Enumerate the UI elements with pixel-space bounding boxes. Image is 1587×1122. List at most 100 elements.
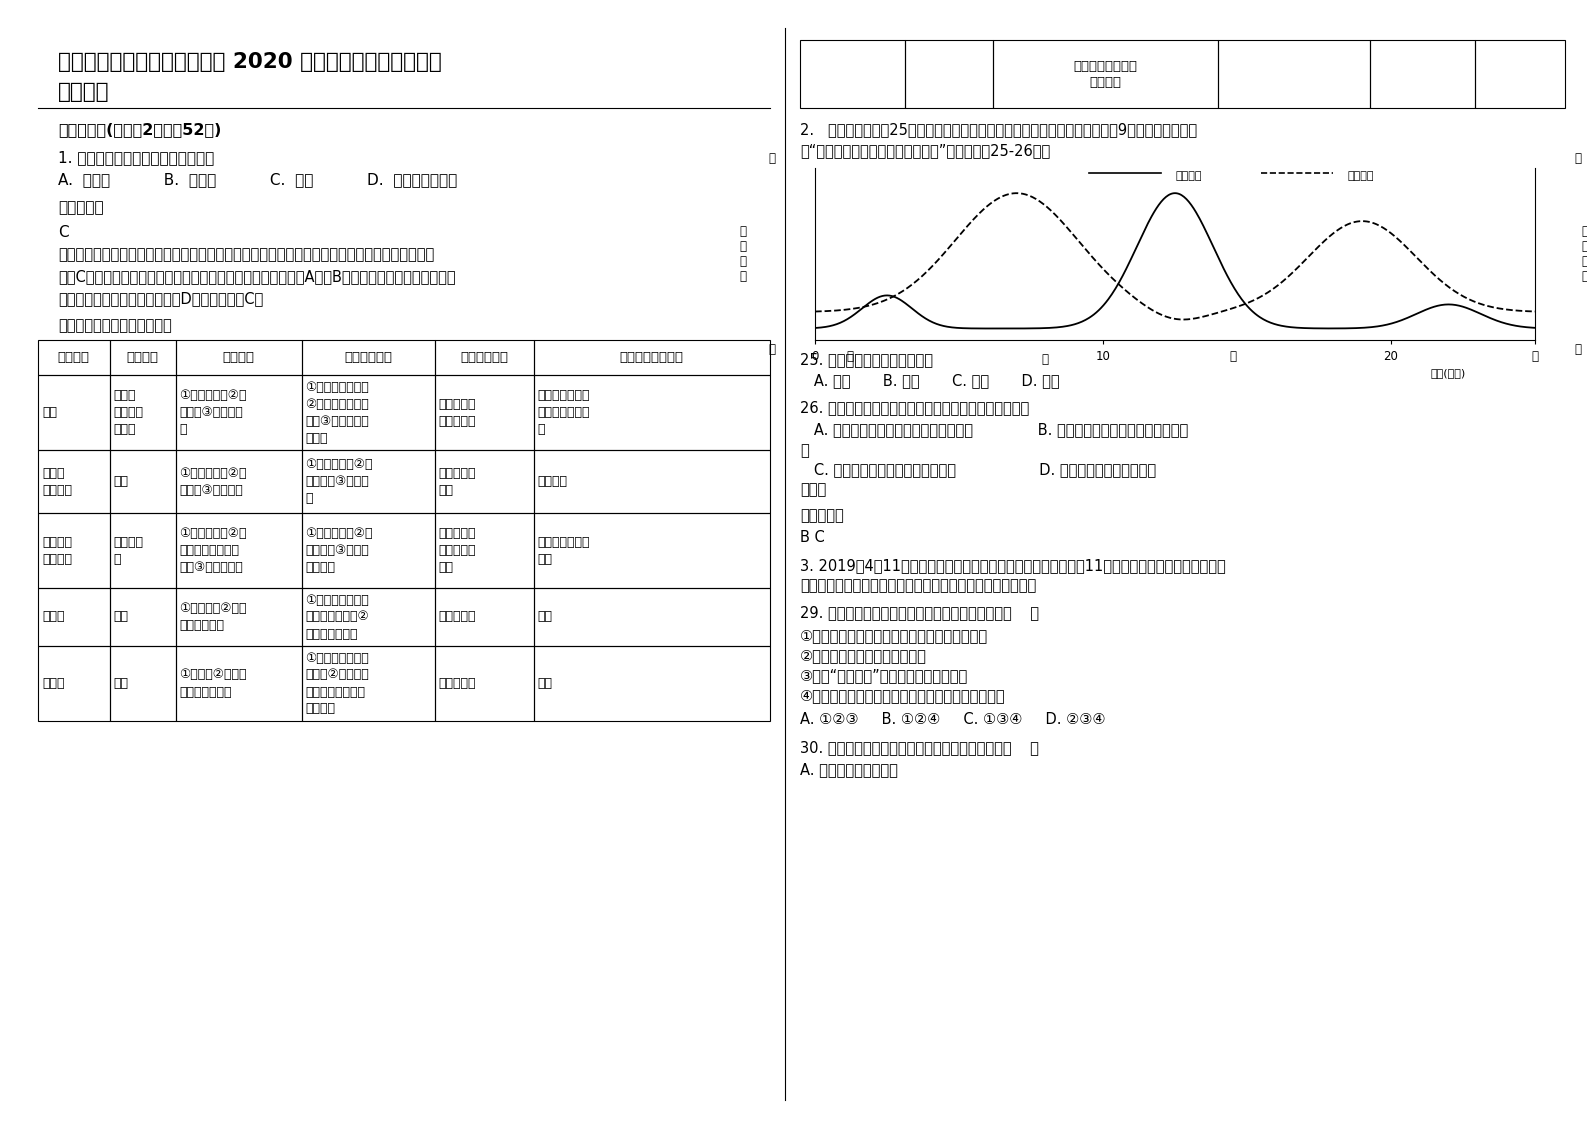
Text: 普遍，尤其以东
部季风区最为典
型: 普遍，尤其以东 部季风区最为典 型 xyxy=(538,389,590,436)
Text: 普遍: 普遍 xyxy=(538,677,552,690)
Text: C: C xyxy=(59,226,68,240)
Bar xyxy=(176,375,302,450)
Text: 我国主要分布地区: 我国主要分布地区 xyxy=(621,351,684,364)
Text: 永久性积
雪和冰川: 永久性积 雪和冰川 xyxy=(41,535,71,565)
Bar xyxy=(1217,40,1370,108)
Text: C. 内区住宅用地为主，人口密度大                  D. 丁区基础设施完善，土地: C. 内区住宅用地为主，人口密度大 D. 丁区基础设施完善，土地 xyxy=(800,462,1155,477)
Text: ①有时间性；②连
续性；③水量稳定: ①有时间性；②连 续性；③水量稳定 xyxy=(179,467,248,497)
Bar xyxy=(38,450,110,513)
Bar xyxy=(533,450,770,513)
Bar xyxy=(110,646,176,721)
Text: 一般以
夏、秋两
季为主: 一般以 夏、秋两 季为主 xyxy=(114,389,144,436)
Text: 补给特点: 补给特点 xyxy=(222,351,254,364)
Bar xyxy=(176,450,302,513)
Text: A. 植树种草、建设绿地: A. 植树种草、建设绿地 xyxy=(800,762,898,778)
Bar xyxy=(533,513,770,588)
Text: 2.   某城市东西相距25千米，甲、乙、丙、丁分别表示该城市不同的区域。图9为该城市沿东西方: 2. 某城市东西相距25千米，甲、乙、丙、丁分别表示该城市不同的区域。图9为该城… xyxy=(800,122,1197,137)
Text: 全年: 全年 xyxy=(114,677,129,690)
Text: 土
地
价
格: 土 地 价 格 xyxy=(740,226,746,283)
Text: 26. 若甲、乙、丙、丁为四个功能区，下列说法正确的是: 26. 若甲、乙、丙、丁为四个功能区，下列说法正确的是 xyxy=(800,401,1030,415)
Bar xyxy=(38,646,110,721)
Bar xyxy=(533,646,770,721)
Text: 高: 高 xyxy=(768,151,776,165)
Text: 我国很多城市都会遭遇严重的城市内涝，抓此回答下面小题。: 我国很多城市都会遭遇严重的城市内涝，抓此回答下面小题。 xyxy=(800,578,1036,594)
Bar xyxy=(110,375,176,450)
Text: 29. 下列有关城市内涝产生原因的叙述，正确的是（    ）: 29. 下列有关城市内涝产生原因的叙述，正确的是（ ） xyxy=(800,605,1039,620)
Text: ①较稳定；②对径
流有调节作用: ①较稳定；②对径 流有调节作用 xyxy=(179,603,248,632)
Text: A. 甲区人口密度小，工业区位条件最差              B. 乙区土地价格高，以仓储和绿地为: A. 甲区人口密度小，工业区位条件最差 B. 乙区土地价格高，以仓储和绿地为 xyxy=(800,422,1189,436)
Text: 径流量的变化: 径流量的变化 xyxy=(460,351,508,364)
Text: ②城市建设导致城市蒸发量减小: ②城市建设导致城市蒸发量减小 xyxy=(800,649,927,663)
Text: A.  湖泊水           B.  地下水           C.  雨水           D.  季节性积雪融水: A. 湖泊水 B. 地下水 C. 雨水 D. 季节性积雪融水 xyxy=(59,172,457,187)
Bar xyxy=(435,340,533,375)
Bar xyxy=(533,588,770,646)
Bar xyxy=(302,588,435,646)
Text: 10: 10 xyxy=(1095,350,1111,362)
Bar xyxy=(302,375,435,450)
Text: 小: 小 xyxy=(1574,343,1582,357)
Text: 试题分析：考查河流的补给形式。中国东部受季风影响降水丰富，河流最主要的补给形式是大气降
水。C项正确。湖泊水和地下水所有的河流都存在的补给形式。A项、B项错误。: 试题分析：考查河流的补给形式。中国东部受季风影响降水丰富，河流最主要的补给形式是… xyxy=(59,247,455,306)
Bar xyxy=(435,513,533,588)
Text: 1. 我国东部地区河流的最主要补给是: 1. 我国东部地区河流的最主要补给是 xyxy=(59,150,214,165)
Text: 一、选择题(每小题2分，共52分): 一、选择题(每小题2分，共52分) xyxy=(59,122,221,137)
Bar xyxy=(176,513,302,588)
Text: A. 甲区       B. 乙区       C. 内区       D. 丁区: A. 甲区 B. 乙区 C. 内区 D. 丁区 xyxy=(800,373,1060,388)
Bar xyxy=(302,340,435,375)
Bar xyxy=(435,588,533,646)
Text: ③城市“雨岛效应”，易导致降水强度增大: ③城市“雨岛效应”，易导致降水强度增大 xyxy=(800,668,968,683)
Text: 径流量与气
温的高低正
相关: 径流量与气 温的高低正 相关 xyxy=(438,527,476,574)
Text: ①有时间性；②有
明显的季节、日变
化；③水量较稳定: ①有时间性；②有 明显的季节、日变 化；③水量较稳定 xyxy=(179,527,248,574)
Text: 25. 该城市中心商务区可能位于: 25. 该城市中心商务区可能位于 xyxy=(800,352,933,367)
Text: 地下水: 地下水 xyxy=(41,677,65,690)
Text: 春季: 春季 xyxy=(114,475,129,488)
Text: ①取决于湖泊与河
流的相对位置；②
湖泊水量的大小: ①取决于湖泊与河 流的相对位置；② 湖泊水量的大小 xyxy=(306,594,370,641)
Text: 湖泊水: 湖泊水 xyxy=(41,610,65,624)
Bar xyxy=(176,340,302,375)
Text: 乙: 乙 xyxy=(1043,352,1049,366)
Bar xyxy=(38,340,110,375)
Text: ①城市地表硬化面积过大，导致地表径流量增大: ①城市地表硬化面积过大，导致地表径流量增大 xyxy=(800,628,989,643)
Text: 径流量稳定: 径流量稳定 xyxy=(438,610,476,624)
Text: 甲: 甲 xyxy=(846,350,854,362)
Text: 东北地区: 东北地区 xyxy=(538,475,568,488)
Text: 人
口
密
度: 人 口 密 度 xyxy=(1582,226,1587,283)
Bar xyxy=(435,646,533,721)
Text: 大: 大 xyxy=(1574,151,1582,165)
Text: 20: 20 xyxy=(1384,350,1398,362)
Bar xyxy=(176,646,302,721)
Text: ④城市管网不完善，城市规划赶不上城市化发展速度: ④城市管网不完善，城市规划赶不上城市化发展速度 xyxy=(800,688,1006,703)
Text: 3. 2019年4月11日，深圳突降暴雨，持续两个小时的暴雨造成了11人死亡的严重后果，每年夏季，: 3. 2019年4月11日，深圳突降暴雨，持续两个小时的暴雨造成了11人死亡的严… xyxy=(800,558,1225,573)
Text: ①地下水补给区降
水量；②地下水位
与河流水位的相互
位置关系: ①地下水补给区降 水量；②地下水位 与河流水位的相互 位置关系 xyxy=(306,652,370,716)
Text: 普遍: 普遍 xyxy=(538,610,552,624)
Bar xyxy=(1474,40,1565,108)
Text: ①稳定；②一般与
河流有互补作用: ①稳定；②一般与 河流有互补作用 xyxy=(179,669,248,699)
Text: 季节性
冰雪融水: 季节性 冰雪融水 xyxy=(41,467,71,497)
Text: 补给季节: 补给季节 xyxy=(127,351,159,364)
Text: 参考答案：: 参考答案： xyxy=(59,200,103,215)
Text: ①时间集中；②不
连续；③水量变化
大: ①时间集中；②不 连续；③水量变化 大 xyxy=(179,389,248,436)
Text: 土地价格: 土地价格 xyxy=(1174,172,1201,182)
Bar xyxy=(302,450,435,513)
Bar xyxy=(302,646,435,721)
Bar xyxy=(993,40,1217,108)
Bar xyxy=(38,375,110,450)
Text: 与河流水位的相互: 与河流水位的相互 xyxy=(1073,59,1138,73)
Text: 全年: 全年 xyxy=(114,610,129,624)
Bar xyxy=(110,340,176,375)
Text: 西北和青藏高原
地区: 西北和青藏高原 地区 xyxy=(538,535,590,565)
Text: 人口密度: 人口密度 xyxy=(1347,172,1374,182)
Bar xyxy=(38,513,110,588)
Bar xyxy=(176,588,302,646)
Text: 30. 下列措施对减轻城市中心区内涝作用最小的是（    ）: 30. 下列措施对减轻城市中心区内涝作用最小的是（ ） xyxy=(800,741,1039,755)
Bar xyxy=(302,513,435,588)
Text: 位置关系: 位置关系 xyxy=(1090,75,1122,89)
Text: 卷含解析: 卷含解析 xyxy=(59,82,110,102)
Text: B C: B C xyxy=(800,530,825,545)
Bar xyxy=(905,40,993,108)
Text: ①太阳辐射；②气
温变化；③积雪和
冰川储量: ①太阳辐射；②气 温变化；③积雪和 冰川储量 xyxy=(306,527,373,574)
Text: 径流量与降
水量正相关: 径流量与降 水量正相关 xyxy=(438,397,476,427)
Text: 参考答案：: 参考答案： xyxy=(800,508,844,523)
Bar xyxy=(435,375,533,450)
Text: 【知识拓展】河流的补给形式: 【知识拓展】河流的补给形式 xyxy=(59,318,171,333)
Text: 河流春季有
汛期: 河流春季有 汛期 xyxy=(438,467,476,497)
